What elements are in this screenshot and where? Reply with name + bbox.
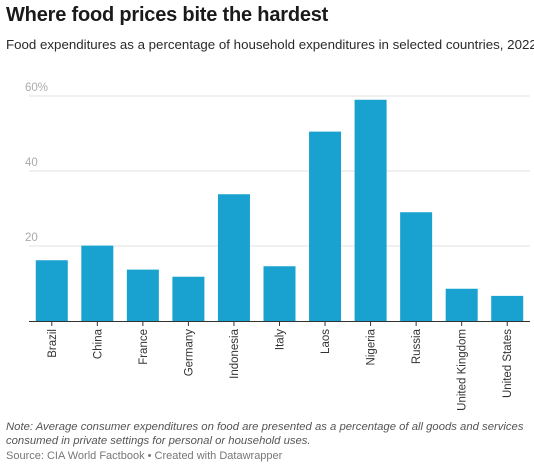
- chart-subtitle: Food expenditures as a percentage of hou…: [6, 37, 534, 52]
- x-tick-label: United States: [502, 329, 514, 398]
- bar: [400, 212, 433, 321]
- bar: [126, 269, 159, 321]
- y-tick-label: 20: [25, 232, 38, 244]
- chart-source: Source: CIA World Factbook • Created wit…: [6, 450, 283, 462]
- x-tick-label: Laos: [320, 329, 332, 354]
- bar: [35, 260, 68, 321]
- bar: [172, 276, 205, 321]
- y-tick-label: 60%: [25, 82, 48, 94]
- x-tick-label: Russia: [411, 328, 423, 364]
- chart-title: Where food prices bite the hardest: [6, 4, 329, 26]
- x-tick-label: Italy: [275, 329, 287, 350]
- bar: [81, 245, 114, 321]
- x-tick-label: France: [138, 329, 150, 365]
- bar: [491, 295, 524, 321]
- bar: [445, 288, 478, 321]
- x-tick-label: China: [92, 328, 104, 359]
- x-tick-label: Indonesia: [229, 328, 241, 378]
- x-tick-label: Brazil: [47, 329, 59, 358]
- bar: [354, 99, 387, 321]
- y-tick-label: 40: [25, 157, 38, 169]
- x-tick-label: Nigeria: [366, 328, 378, 365]
- x-tick-label: United Kingdom: [457, 329, 469, 411]
- chart-note: Note: Average consumer expenditures on f…: [6, 421, 524, 447]
- bar: [217, 194, 250, 321]
- x-tick-label: Germany: [183, 329, 195, 377]
- bar: [309, 131, 342, 321]
- bar: [263, 266, 296, 321]
